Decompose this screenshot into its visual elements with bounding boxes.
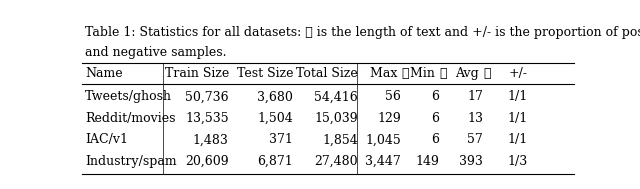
Text: 371: 371 bbox=[269, 133, 293, 146]
Text: 56: 56 bbox=[385, 90, 401, 103]
Text: Train Size: Train Size bbox=[164, 67, 229, 80]
Text: 13,535: 13,535 bbox=[185, 112, 229, 125]
Text: 1,854: 1,854 bbox=[322, 133, 358, 146]
Text: Test Size: Test Size bbox=[237, 67, 293, 80]
Text: Reddit/movies: Reddit/movies bbox=[85, 112, 175, 125]
Text: 1/1: 1/1 bbox=[508, 133, 528, 146]
Text: 1,483: 1,483 bbox=[193, 133, 229, 146]
Text: Name: Name bbox=[85, 67, 123, 80]
Text: 1/3: 1/3 bbox=[508, 155, 528, 168]
Text: 1/1: 1/1 bbox=[508, 112, 528, 125]
Text: +/-: +/- bbox=[509, 67, 528, 80]
Text: ℓ: ℓ bbox=[483, 67, 491, 80]
Text: ℓ: ℓ bbox=[439, 67, 447, 80]
Text: 393: 393 bbox=[460, 155, 483, 168]
Text: 3,447: 3,447 bbox=[365, 155, 401, 168]
Text: 6: 6 bbox=[431, 90, 439, 103]
Text: 27,480: 27,480 bbox=[314, 155, 358, 168]
Text: Table 1: Statistics for all datasets: ℓ is the length of text and +/- is the pro: Table 1: Statistics for all datasets: ℓ … bbox=[85, 26, 640, 39]
Text: 15,039: 15,039 bbox=[314, 112, 358, 125]
Text: ℓ: ℓ bbox=[401, 67, 408, 80]
Text: 1/1: 1/1 bbox=[508, 90, 528, 103]
Text: 6: 6 bbox=[431, 112, 439, 125]
Text: 6: 6 bbox=[431, 133, 439, 146]
Text: Tweets/ghosh: Tweets/ghosh bbox=[85, 90, 172, 103]
Text: 54,416: 54,416 bbox=[314, 90, 358, 103]
Text: 57: 57 bbox=[467, 133, 483, 146]
Text: 13: 13 bbox=[467, 112, 483, 125]
Text: and negative samples.: and negative samples. bbox=[85, 46, 227, 59]
Text: 50,736: 50,736 bbox=[185, 90, 229, 103]
Text: 3,680: 3,680 bbox=[257, 90, 293, 103]
Text: Total Size: Total Size bbox=[296, 67, 358, 80]
Text: Avg: Avg bbox=[456, 67, 483, 80]
Text: 129: 129 bbox=[377, 112, 401, 125]
Text: 20,609: 20,609 bbox=[185, 155, 229, 168]
Text: Max: Max bbox=[369, 67, 401, 80]
Text: 6,871: 6,871 bbox=[257, 155, 293, 168]
Text: 149: 149 bbox=[415, 155, 439, 168]
Text: 1,504: 1,504 bbox=[257, 112, 293, 125]
Text: Min: Min bbox=[410, 67, 439, 80]
Text: 1,045: 1,045 bbox=[365, 133, 401, 146]
Text: 17: 17 bbox=[467, 90, 483, 103]
Text: Industry/spam: Industry/spam bbox=[85, 155, 177, 168]
Text: IAC/v1: IAC/v1 bbox=[85, 133, 128, 146]
